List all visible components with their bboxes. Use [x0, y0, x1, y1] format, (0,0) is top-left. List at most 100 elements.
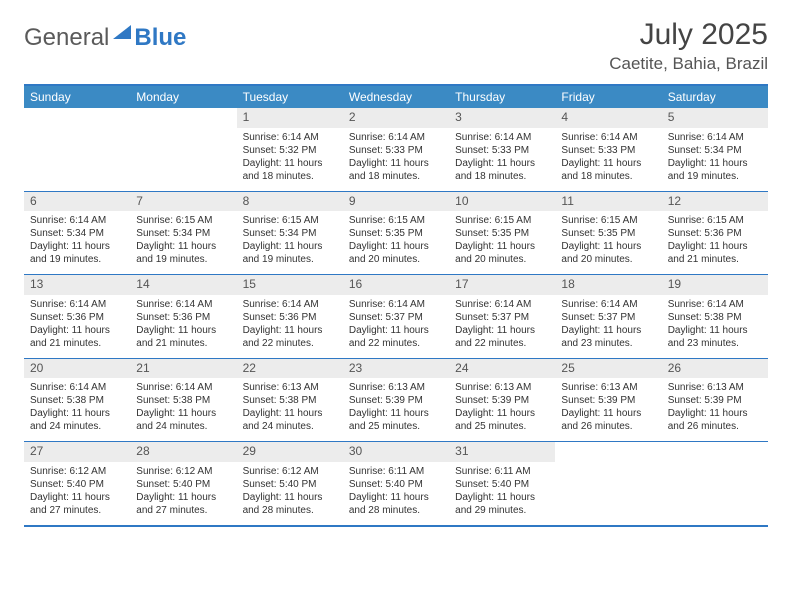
day-number: 17	[449, 275, 555, 295]
day-line: Sunset: 5:39 PM	[455, 394, 549, 407]
day-line: and 21 minutes.	[668, 253, 762, 266]
day-cell: 12Sunrise: 6:15 AMSunset: 5:36 PMDayligh…	[662, 192, 768, 275]
day-line: and 18 minutes.	[243, 170, 337, 183]
day-body: Sunrise: 6:14 AMSunset: 5:34 PMDaylight:…	[662, 128, 768, 191]
day-line: Daylight: 11 hours	[349, 491, 443, 504]
day-cell: 2Sunrise: 6:14 AMSunset: 5:33 PMDaylight…	[343, 108, 449, 191]
day-number: 24	[449, 359, 555, 379]
day-cell: 14Sunrise: 6:14 AMSunset: 5:36 PMDayligh…	[130, 275, 236, 358]
day-line: Sunrise: 6:13 AM	[561, 381, 655, 394]
day-line: and 22 minutes.	[243, 337, 337, 350]
day-cell: .	[130, 108, 236, 191]
dow-tue: Tuesday	[237, 86, 343, 108]
day-body: Sunrise: 6:15 AMSunset: 5:35 PMDaylight:…	[343, 211, 449, 274]
day-line: Sunrise: 6:13 AM	[349, 381, 443, 394]
day-line: Sunrise: 6:11 AM	[349, 465, 443, 478]
day-line: Daylight: 11 hours	[455, 157, 549, 170]
day-body: Sunrise: 6:14 AMSunset: 5:38 PMDaylight:…	[24, 378, 130, 441]
day-line: Daylight: 11 hours	[243, 491, 337, 504]
day-line: Daylight: 11 hours	[30, 491, 124, 504]
day-line: and 19 minutes.	[136, 253, 230, 266]
day-line: Sunset: 5:33 PM	[561, 144, 655, 157]
day-body: Sunrise: 6:14 AMSunset: 5:37 PMDaylight:…	[343, 295, 449, 358]
day-line: and 22 minutes.	[455, 337, 549, 350]
day-body: Sunrise: 6:14 AMSunset: 5:37 PMDaylight:…	[555, 295, 661, 358]
week-row: 20Sunrise: 6:14 AMSunset: 5:38 PMDayligh…	[24, 358, 768, 442]
day-line: and 24 minutes.	[243, 420, 337, 433]
day-line: Daylight: 11 hours	[349, 240, 443, 253]
day-line: and 18 minutes.	[349, 170, 443, 183]
day-cell: 11Sunrise: 6:15 AMSunset: 5:35 PMDayligh…	[555, 192, 661, 275]
day-body: Sunrise: 6:14 AMSunset: 5:33 PMDaylight:…	[555, 128, 661, 191]
day-body: Sunrise: 6:15 AMSunset: 5:35 PMDaylight:…	[555, 211, 661, 274]
day-line: Daylight: 11 hours	[136, 324, 230, 337]
week-row: 13Sunrise: 6:14 AMSunset: 5:36 PMDayligh…	[24, 274, 768, 358]
day-body: Sunrise: 6:13 AMSunset: 5:39 PMDaylight:…	[449, 378, 555, 441]
weeks-container: ..1Sunrise: 6:14 AMSunset: 5:32 PMDaylig…	[24, 108, 768, 525]
week-row: ..1Sunrise: 6:14 AMSunset: 5:32 PMDaylig…	[24, 108, 768, 191]
day-body: Sunrise: 6:15 AMSunset: 5:36 PMDaylight:…	[662, 211, 768, 274]
day-line: and 19 minutes.	[30, 253, 124, 266]
day-number: 30	[343, 442, 449, 462]
day-line: and 28 minutes.	[349, 504, 443, 517]
day-line: and 21 minutes.	[136, 337, 230, 350]
day-line: and 19 minutes.	[668, 170, 762, 183]
day-number: 31	[449, 442, 555, 462]
day-cell: 25Sunrise: 6:13 AMSunset: 5:39 PMDayligh…	[555, 359, 661, 442]
day-line: Sunrise: 6:13 AM	[668, 381, 762, 394]
day-body: Sunrise: 6:14 AMSunset: 5:37 PMDaylight:…	[449, 295, 555, 358]
day-number: 1	[237, 108, 343, 128]
day-number: 21	[130, 359, 236, 379]
day-number: 29	[237, 442, 343, 462]
day-number: 5	[662, 108, 768, 128]
day-number: 26	[662, 359, 768, 379]
day-line: Sunset: 5:38 PM	[243, 394, 337, 407]
dow-sat: Saturday	[662, 86, 768, 108]
day-line: and 24 minutes.	[30, 420, 124, 433]
day-cell: 13Sunrise: 6:14 AMSunset: 5:36 PMDayligh…	[24, 275, 130, 358]
logo-sail-icon	[113, 25, 131, 39]
day-line: Sunset: 5:37 PM	[455, 311, 549, 324]
day-cell: .	[555, 442, 661, 525]
day-line: and 25 minutes.	[455, 420, 549, 433]
dow-mon: Monday	[130, 86, 236, 108]
day-cell: 27Sunrise: 6:12 AMSunset: 5:40 PMDayligh…	[24, 442, 130, 525]
day-body: Sunrise: 6:14 AMSunset: 5:32 PMDaylight:…	[237, 128, 343, 191]
day-line: Daylight: 11 hours	[668, 240, 762, 253]
day-cell: 21Sunrise: 6:14 AMSunset: 5:38 PMDayligh…	[130, 359, 236, 442]
day-number: 19	[662, 275, 768, 295]
day-line: Daylight: 11 hours	[455, 491, 549, 504]
page: General Blue July 2025 Caetite, Bahia, B…	[0, 0, 792, 545]
day-cell: 9Sunrise: 6:15 AMSunset: 5:35 PMDaylight…	[343, 192, 449, 275]
day-body: Sunrise: 6:14 AMSunset: 5:36 PMDaylight:…	[24, 295, 130, 358]
day-line: Sunset: 5:40 PM	[30, 478, 124, 491]
day-line: Sunrise: 6:14 AM	[30, 298, 124, 311]
day-number: 23	[343, 359, 449, 379]
day-line: and 19 minutes.	[243, 253, 337, 266]
day-number: 18	[555, 275, 661, 295]
day-line: Sunset: 5:39 PM	[349, 394, 443, 407]
day-line: Daylight: 11 hours	[668, 407, 762, 420]
day-line: Daylight: 11 hours	[243, 407, 337, 420]
day-body: Sunrise: 6:12 AMSunset: 5:40 PMDaylight:…	[24, 462, 130, 525]
day-line: Daylight: 11 hours	[136, 240, 230, 253]
day-cell: 23Sunrise: 6:13 AMSunset: 5:39 PMDayligh…	[343, 359, 449, 442]
day-cell: 20Sunrise: 6:14 AMSunset: 5:38 PMDayligh…	[24, 359, 130, 442]
day-cell: 6Sunrise: 6:14 AMSunset: 5:34 PMDaylight…	[24, 192, 130, 275]
day-body: Sunrise: 6:13 AMSunset: 5:39 PMDaylight:…	[343, 378, 449, 441]
dow-thu: Thursday	[449, 86, 555, 108]
logo-text-general: General	[24, 24, 109, 52]
day-cell: 28Sunrise: 6:12 AMSunset: 5:40 PMDayligh…	[130, 442, 236, 525]
day-body: Sunrise: 6:15 AMSunset: 5:34 PMDaylight:…	[130, 211, 236, 274]
day-number: 3	[449, 108, 555, 128]
day-body: Sunrise: 6:15 AMSunset: 5:34 PMDaylight:…	[237, 211, 343, 274]
day-line: Daylight: 11 hours	[455, 324, 549, 337]
day-line: Sunrise: 6:14 AM	[349, 131, 443, 144]
day-line: Sunrise: 6:12 AM	[30, 465, 124, 478]
day-line: and 26 minutes.	[561, 420, 655, 433]
day-body: Sunrise: 6:13 AMSunset: 5:39 PMDaylight:…	[555, 378, 661, 441]
day-line: Daylight: 11 hours	[561, 157, 655, 170]
day-line: Sunset: 5:36 PM	[136, 311, 230, 324]
day-line: Sunrise: 6:14 AM	[243, 298, 337, 311]
day-line: and 20 minutes.	[561, 253, 655, 266]
